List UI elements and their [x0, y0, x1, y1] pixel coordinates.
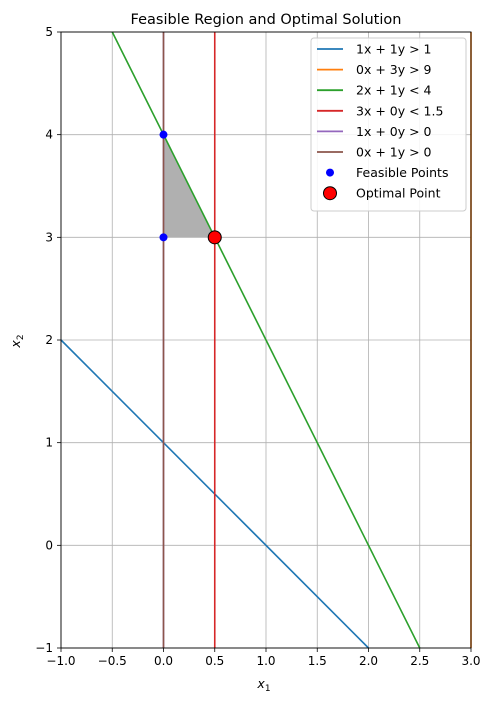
legend-label: Feasible Points [356, 165, 448, 180]
optimal-point [207, 230, 222, 245]
chart-title: Feasible Region and Optimal Solution [131, 12, 402, 28]
axis-ticks: −1.0 −0.5 0.0 0.5 1.0 1.5 2.0 2.5 3.0 −1 0 1 2 3 4 5 [35, 25, 480, 668]
x-tick-label: −0.5 [98, 654, 127, 668]
legend-label: 0x + 3y > 9 [356, 62, 432, 77]
legend: 1x + 1y > 1 0x + 3y > 9 2x + 1y < 4 3x + 0y… [310, 37, 467, 212]
legend-label: 1x + 0y > 0 [356, 124, 432, 139]
y-tick-label: 5 [45, 25, 53, 39]
x-tick-label: 1.0 [256, 654, 275, 668]
legend-marker-swatch [326, 168, 334, 177]
y-tick-label: 0 [45, 538, 53, 552]
legend-label: 0x + 1y > 0 [356, 145, 432, 160]
feasible-point [159, 233, 168, 242]
legend-label: 3x + 0y < 1.5 [356, 103, 443, 118]
legend-marker-swatch [323, 186, 337, 201]
y-tick-label: 1 [45, 436, 53, 450]
y-tick-label: −1 [35, 641, 53, 655]
x-tick-label: 3.0 [461, 654, 480, 668]
legend-box [310, 37, 467, 212]
x-tick-label: 1.5 [308, 654, 327, 668]
feasible-point [159, 130, 168, 139]
y-tick-label: 3 [45, 230, 53, 244]
y-tick-label: 2 [45, 333, 53, 347]
x-axis-label-main: x [256, 676, 265, 691]
x-tick-label: −1.0 [46, 654, 75, 668]
x-tick-label: 2.0 [359, 654, 378, 668]
x-axis-label-sub: 1 [265, 684, 271, 694]
y-axis-label: x2 [8, 334, 26, 348]
y-axis-label-main: x [8, 340, 23, 349]
legend-label: 2x + 1y < 4 [356, 83, 432, 98]
legend-label: 1x + 1y > 1 [356, 42, 432, 57]
x-tick-label: 0.5 [205, 654, 224, 668]
points-layer [159, 130, 222, 245]
x-tick-label: 2.5 [410, 654, 429, 668]
x-tick-label: 0.0 [154, 654, 173, 668]
x-axis-label: x1 [256, 676, 270, 694]
legend-label: Optimal Point [356, 186, 441, 201]
y-axis-label-sub: 2 [16, 334, 26, 340]
y-tick-label: 4 [45, 128, 53, 142]
